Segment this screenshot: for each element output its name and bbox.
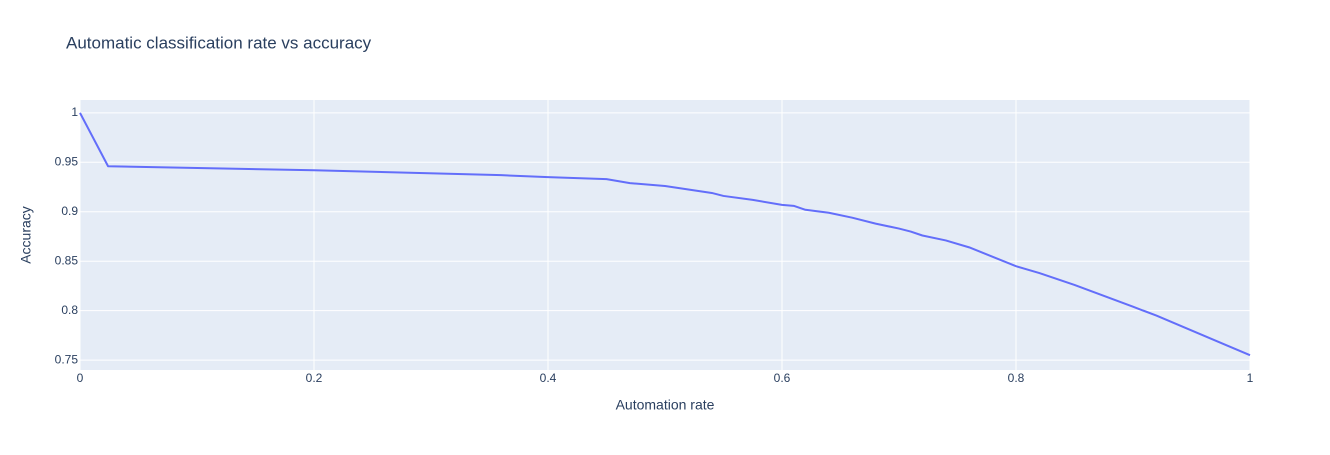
x-tick-label: 0 <box>77 371 84 385</box>
chart-title: Automatic classification rate vs accurac… <box>66 33 372 52</box>
y-tick-label: 0.8 <box>61 303 78 317</box>
x-axis-title: Automation rate <box>616 397 715 413</box>
plot-area <box>80 100 1250 370</box>
x-tick-label: 0.2 <box>306 371 323 385</box>
y-axis-title: Accuracy <box>18 206 34 264</box>
y-tick-label: 0.95 <box>55 154 79 168</box>
y-tick-label: 1 <box>71 105 78 119</box>
y-tick-label: 0.75 <box>55 352 79 366</box>
x-tick-label: 1 <box>1247 371 1254 385</box>
x-tick-label: 0.6 <box>774 371 791 385</box>
y-tick-label: 0.85 <box>55 253 79 267</box>
y-tick-label: 0.9 <box>61 204 78 218</box>
x-tick-label: 0.8 <box>1008 371 1025 385</box>
x-tick-label: 0.4 <box>540 371 557 385</box>
grid <box>79 100 1251 370</box>
data-line <box>79 112 1251 357</box>
